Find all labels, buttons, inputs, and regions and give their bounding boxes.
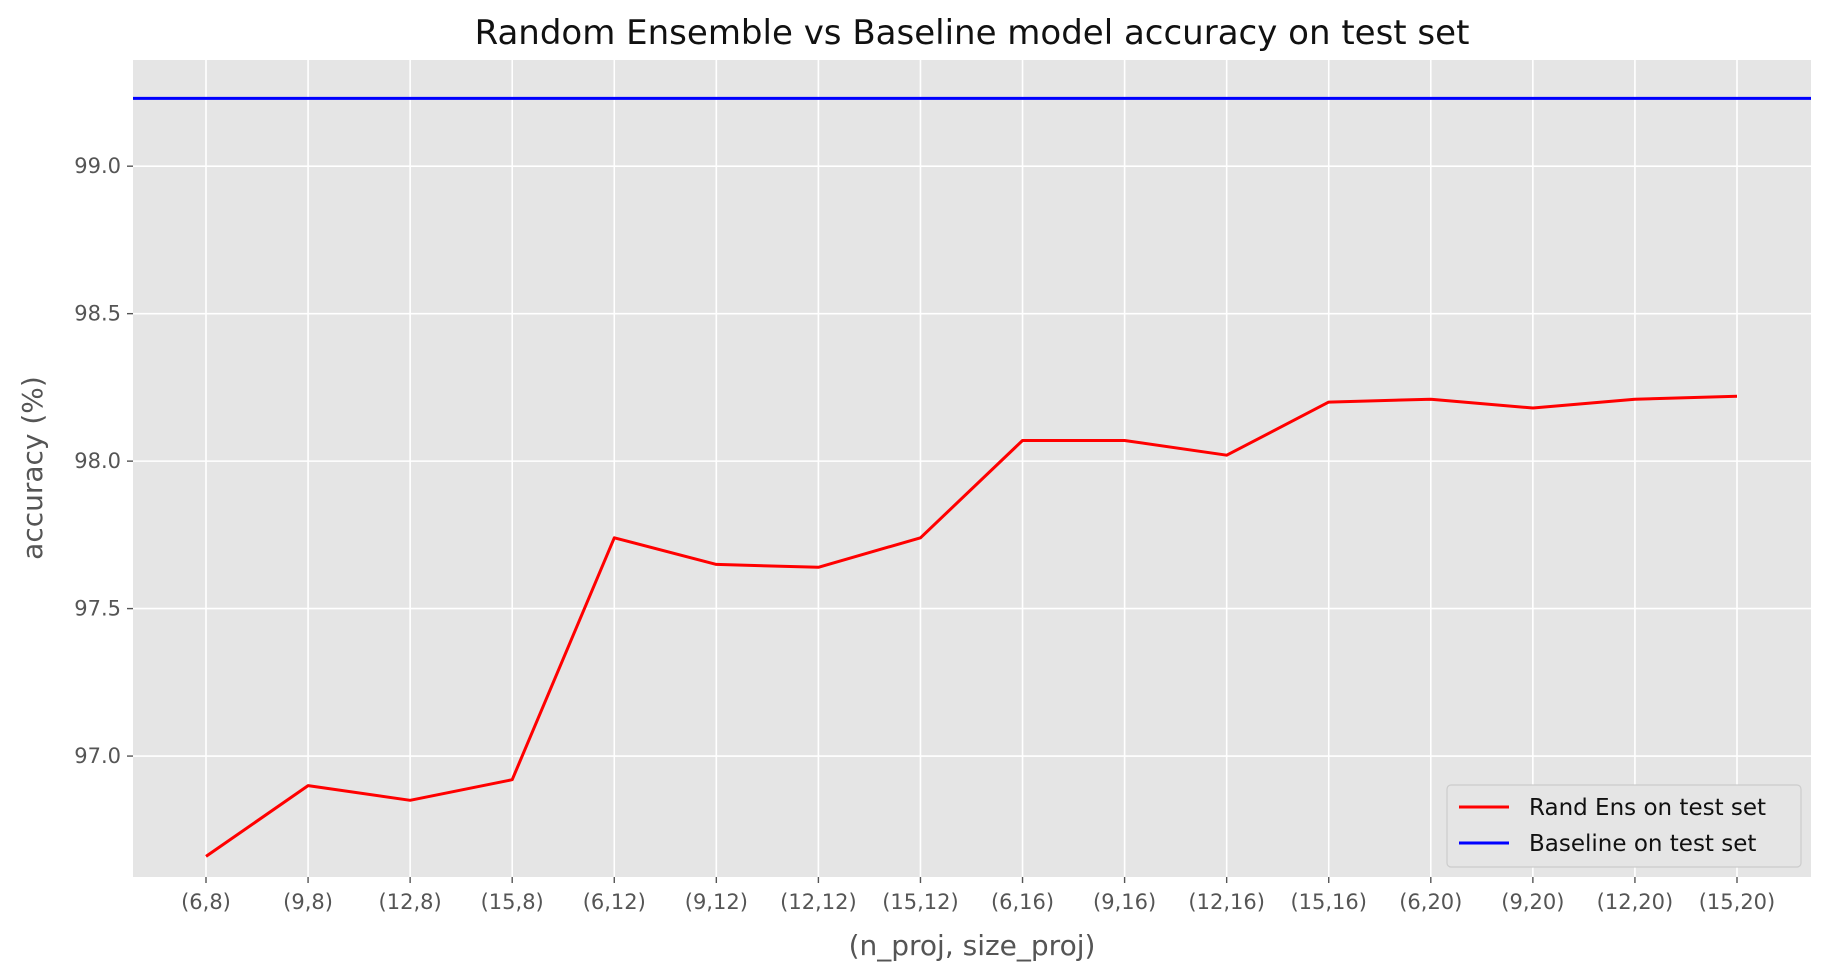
x-tick-label: (12,8) — [379, 890, 442, 914]
y-tick-label: 98.5 — [74, 302, 121, 326]
x-tick-label: (15,20) — [1699, 890, 1776, 914]
x-tick-label: (6,8) — [181, 890, 231, 914]
x-tick-label: (6,16) — [991, 890, 1054, 914]
x-tick-label: (6,20) — [1399, 890, 1462, 914]
legend-box — [1446, 784, 1802, 868]
plot-area-background — [133, 60, 1811, 877]
x-axis-label: (n_proj, size_proj) — [849, 929, 1096, 962]
legend-label-rand-ens: Rand Ens on test set — [1529, 795, 1766, 821]
legend-label-baseline: Baseline on test set — [1529, 831, 1756, 857]
x-tick-label: (9,16) — [1093, 890, 1156, 914]
x-tick-label: (15,12) — [882, 890, 959, 914]
chart-title: Random Ensemble vs Baseline model accura… — [475, 13, 1470, 53]
legend: Rand Ens on test set Baseline on test se… — [1446, 784, 1802, 868]
x-tick-label: (6,12) — [583, 890, 646, 914]
x-tick-label: (12,20) — [1597, 890, 1674, 914]
y-tick-label: 97.5 — [74, 597, 121, 621]
grid — [133, 60, 1811, 877]
x-tick-label: (9,8) — [283, 890, 333, 914]
y-tick-labels: 97.0 97.5 98.0 98.5 99.0 — [74, 154, 133, 768]
x-tick-label: (9,12) — [685, 890, 748, 914]
x-tick-label: (15,16) — [1290, 890, 1367, 914]
x-tick-label: (9,20) — [1501, 890, 1564, 914]
x-tick-labels: (6,8) (9,8) (12,8) (15,8) (6,12) (9,12) (12,12… — [181, 877, 1775, 914]
y-tick-label: 98.0 — [74, 449, 121, 473]
x-tick-label: (12,12) — [780, 890, 857, 914]
x-tick-label: (12,16) — [1188, 890, 1265, 914]
series-layer — [133, 96, 1811, 858]
y-tick-label: 97.0 — [74, 744, 121, 768]
x-tick-label: (15,8) — [481, 890, 544, 914]
y-tick-label: 99.0 — [74, 154, 121, 178]
series-line-rand-ens — [205, 394, 1738, 858]
y-axis-label: accuracy (%) — [16, 376, 49, 560]
